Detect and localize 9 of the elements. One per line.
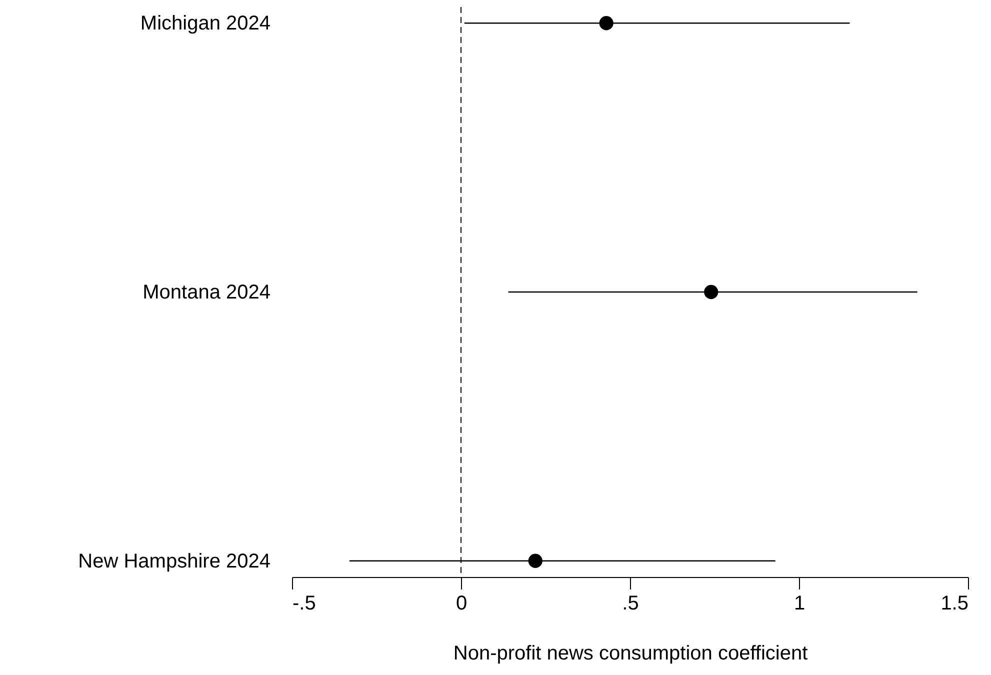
x-tick-label: -.5 <box>292 592 316 614</box>
x-axis-title: Non-profit news consumption coefficient <box>453 642 808 664</box>
y-tick-label: New Hampshire 2024 <box>78 550 270 572</box>
y-tick-label: Montana 2024 <box>142 282 270 304</box>
x-tick-label: 1 <box>794 592 806 614</box>
x-tick-label: 0 <box>456 592 468 614</box>
y-tick-label: Michigan 2024 <box>140 12 270 35</box>
x-tick-label: 1.5 <box>940 592 968 614</box>
x-tick-label: .5 <box>622 592 639 614</box>
